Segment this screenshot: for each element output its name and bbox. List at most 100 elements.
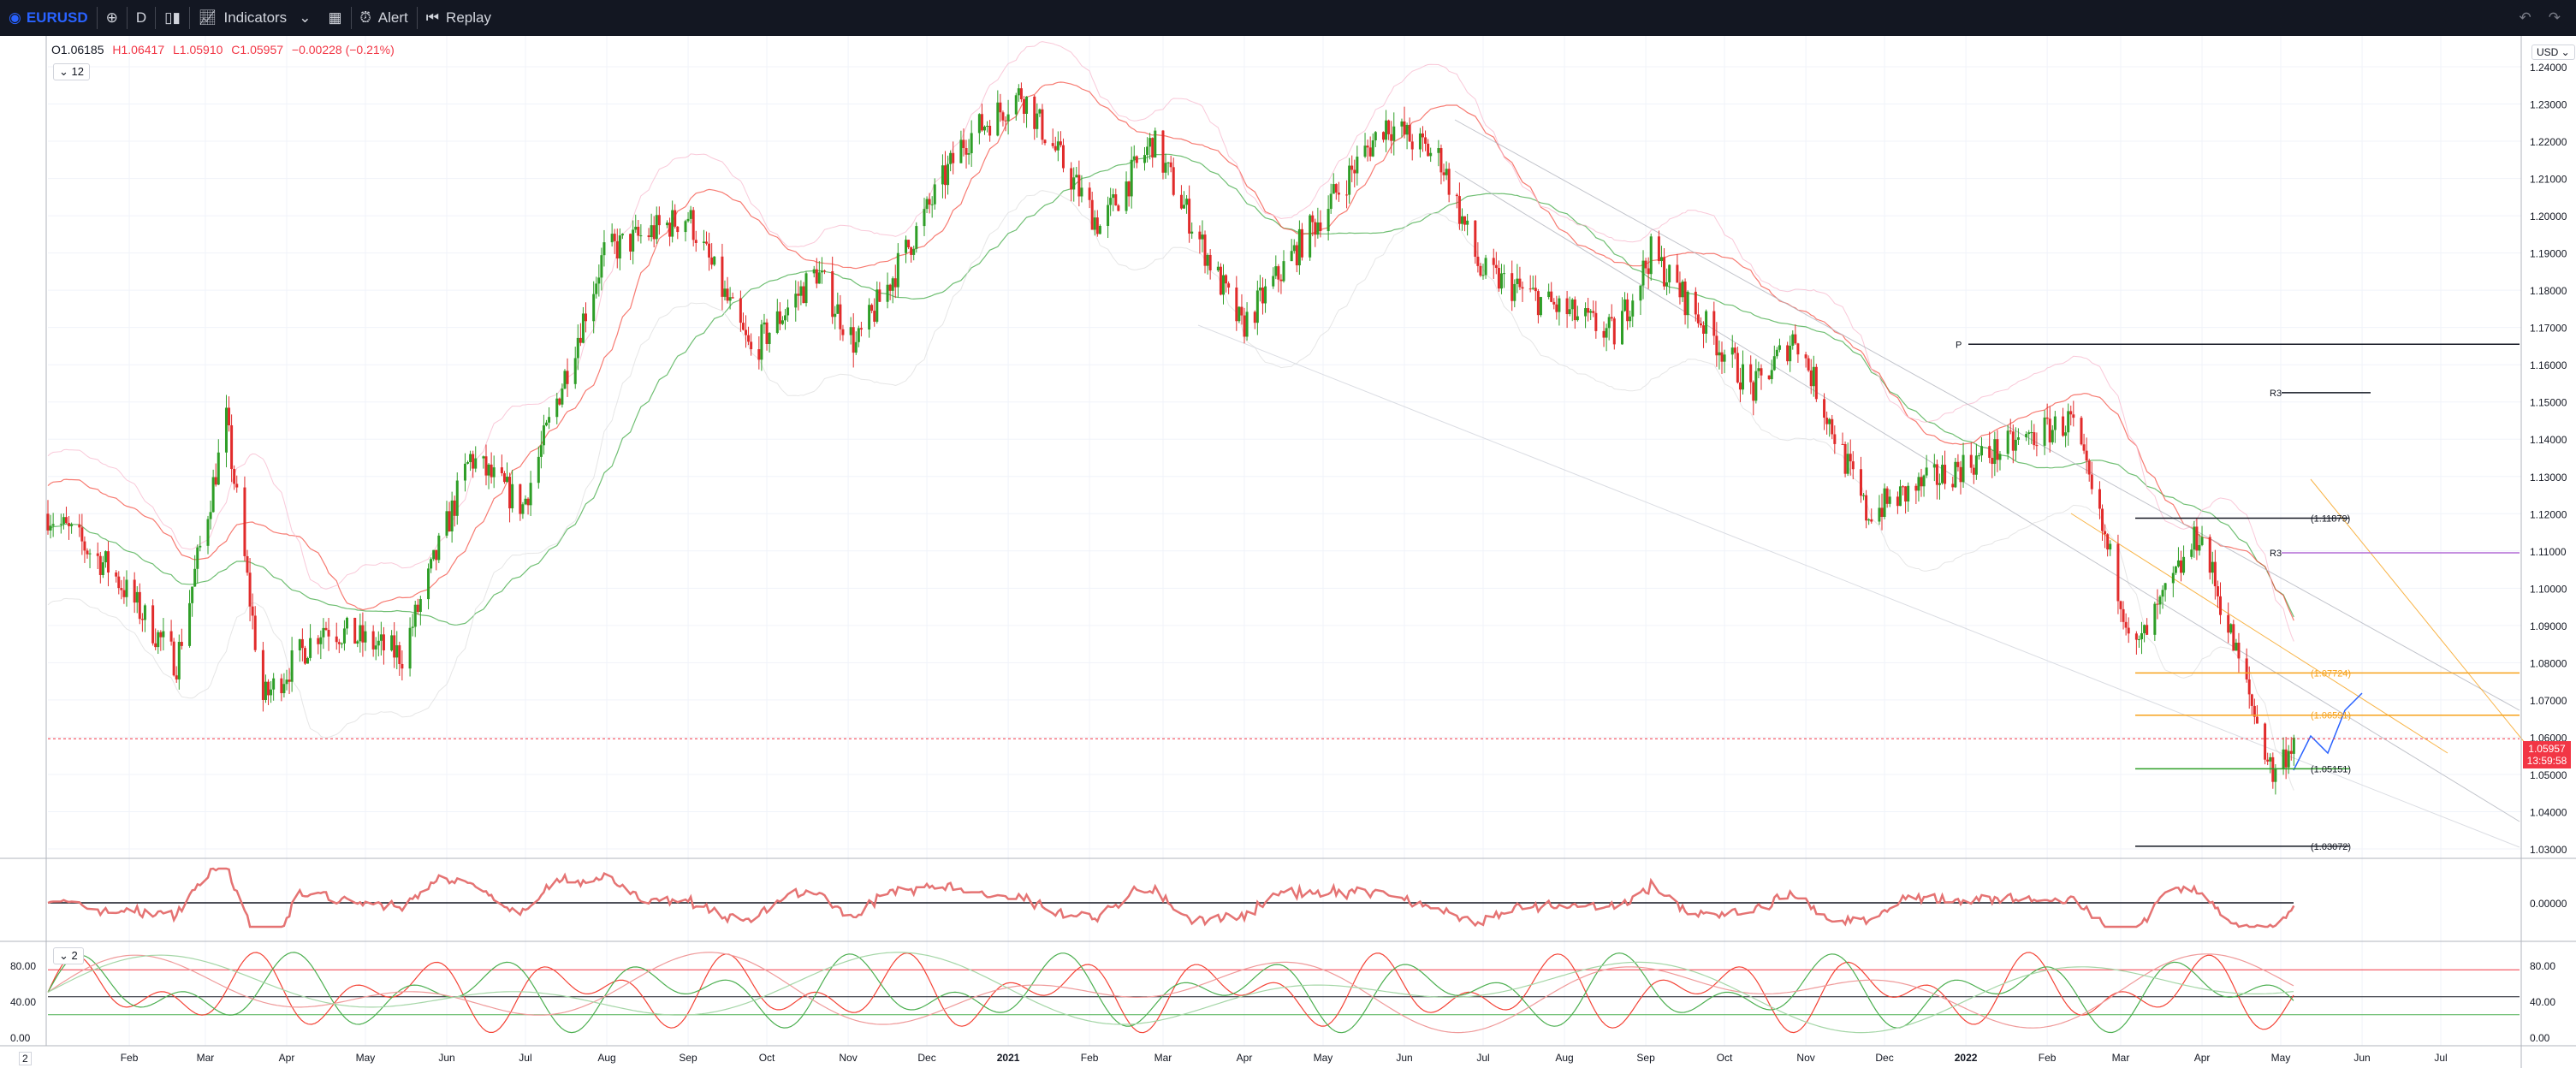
candle-body	[1006, 114, 1010, 122]
candle-body	[566, 371, 569, 384]
candle-body	[1922, 475, 1926, 487]
candle-body	[1518, 278, 1522, 288]
candle-body	[1274, 266, 1278, 276]
time-tick-label: Aug	[1555, 1052, 1573, 1064]
time-tick-label: 2021	[997, 1052, 1020, 1064]
price-level-label: R3	[2270, 549, 2282, 559]
indicators-collapse-button[interactable]: ⌄ 12	[53, 63, 90, 80]
candle-body	[2119, 601, 2122, 609]
symbol-label: EURUSD	[26, 9, 88, 26]
green-moving-average	[47, 153, 2294, 626]
candle-body	[1980, 446, 1984, 456]
candle-body	[2087, 460, 2091, 475]
candle-body	[1282, 261, 1285, 282]
candle-body	[1749, 364, 1753, 383]
candle-body	[2016, 437, 2020, 440]
candle-body	[199, 545, 202, 548]
replay-label: Replay	[446, 9, 491, 26]
candle-body	[1004, 120, 1007, 122]
candle-body	[364, 631, 367, 643]
candle-body	[1733, 347, 1736, 353]
candle-body	[526, 498, 530, 506]
candle-body	[1841, 443, 1844, 445]
pane-collapse-button[interactable]: ⌄ 2	[53, 947, 84, 964]
candle-body	[781, 320, 784, 324]
candle-body	[1539, 297, 1542, 316]
candle-body	[521, 504, 525, 514]
candle-body	[1447, 169, 1451, 195]
indicators-button[interactable]: 📈︎ Indicators ⌄	[190, 0, 320, 36]
candle-body	[2198, 544, 2201, 551]
symbol-selector[interactable]: ◉ EURUSD	[0, 0, 97, 36]
candle-body	[1225, 275, 1228, 284]
candle-body	[1080, 187, 1083, 197]
candle-body	[390, 635, 394, 650]
candle-body	[1831, 418, 1834, 435]
candle-body	[2292, 738, 2295, 754]
candle-body	[1925, 467, 1928, 476]
candle-body	[1718, 352, 1721, 356]
chart-type-button[interactable]: ▯▮	[156, 0, 189, 36]
candle-body	[1025, 96, 1029, 114]
candle-body	[324, 627, 328, 631]
osc1-tick-label: 0.00000	[2530, 898, 2567, 910]
add-symbol-button[interactable]: ⊕	[98, 0, 127, 36]
candle-body	[1182, 205, 1185, 209]
candle-body	[1511, 273, 1514, 301]
layout-button[interactable]: ▦	[319, 0, 350, 36]
candle-body	[2146, 625, 2149, 635]
candle-body	[1022, 98, 1025, 114]
candle-body	[1859, 469, 1862, 496]
candle-body	[115, 572, 118, 577]
candle-body	[657, 215, 661, 226]
candle-body	[1429, 152, 1433, 157]
candle-body	[1392, 126, 1396, 141]
divider	[416, 7, 418, 29]
candle-body	[1059, 141, 1062, 145]
rewind-icon: ⏮︎	[425, 9, 440, 26]
candle-body	[1880, 507, 1884, 517]
candle-body	[2122, 608, 2125, 622]
candle-body	[46, 513, 50, 531]
candle-body	[2009, 430, 2012, 432]
time-tick-label: Feb	[2039, 1052, 2057, 1064]
candle-body	[2098, 489, 2101, 509]
candle-body	[1896, 496, 1899, 507]
symbol-icon: ◉	[9, 9, 21, 26]
candle-body	[346, 617, 349, 629]
price-tick-label: 1.23000	[2530, 99, 2567, 111]
candle-body	[1466, 220, 1469, 225]
candle-body	[2253, 705, 2256, 717]
candle-body	[1442, 172, 1445, 175]
replay-button[interactable]: ⏮︎ Replay	[418, 0, 500, 36]
candle-body	[1902, 486, 1905, 488]
candle-body	[1828, 418, 1831, 424]
candle-body	[484, 456, 488, 476]
time-tick-label: Aug	[597, 1052, 615, 1064]
price-level-label: P	[1956, 340, 1962, 350]
candle-body	[78, 524, 81, 528]
time-tick-label: Oct	[1717, 1052, 1733, 1064]
bottom-corner-label[interactable]: 2	[19, 1052, 32, 1065]
redo-icon[interactable]: ↷	[2548, 9, 2561, 26]
candle-body	[248, 573, 252, 607]
candle-body	[2213, 561, 2217, 587]
candle-body	[647, 235, 650, 238]
candle-body	[1920, 477, 1923, 487]
candle-body	[445, 511, 448, 536]
candle-body	[1760, 368, 1763, 376]
interval-button[interactable]: D	[128, 0, 155, 36]
candle-body	[1885, 488, 1889, 504]
undo-icon[interactable]: ↶	[2519, 9, 2531, 26]
lower-envelope	[47, 190, 2294, 791]
candle-body	[80, 527, 84, 542]
currency-button[interactable]: USD ⌄	[2531, 44, 2575, 60]
alert-button[interactable]: ⏰︎ Alert	[352, 0, 417, 36]
candle-body	[1350, 165, 1354, 170]
candle-body	[474, 458, 478, 469]
candle-body	[1823, 399, 1826, 418]
candle-body	[1188, 199, 1191, 234]
oscillator-pane-1	[47, 867, 2295, 929]
candle-body	[450, 500, 454, 531]
